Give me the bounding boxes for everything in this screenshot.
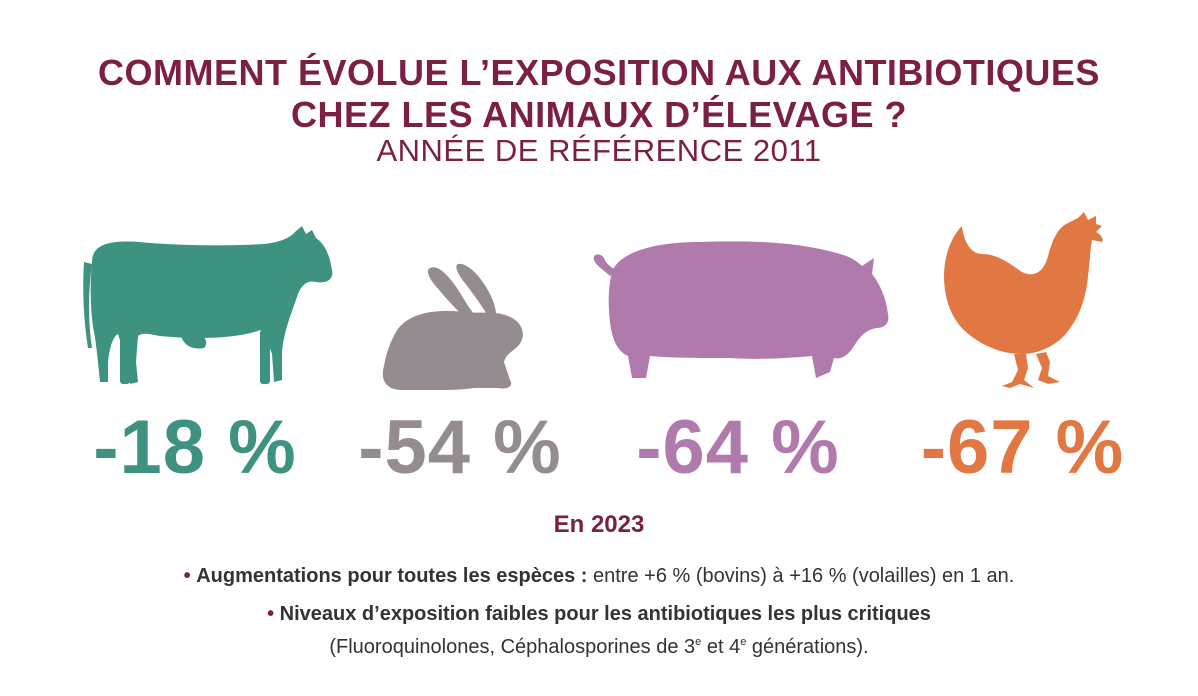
bullet-2-sup-1: e <box>695 636 702 648</box>
bullet-1-text: entre +6 % (bovins) à +16 % (volailles) … <box>587 565 1015 587</box>
bullet-item-2-detail: (Fluoroquinolones, Céphalosporines de 3e… <box>0 629 1198 660</box>
chicken-icon <box>944 212 1103 388</box>
section-title: En 2023 <box>553 511 645 538</box>
bullet-item-1: • Augmentations pour toutes les espèces … <box>0 563 1198 589</box>
bullet-dot: • <box>267 603 275 625</box>
bullet-2-bold: Niveaux d’exposition faibles pour les an… <box>279 603 931 625</box>
rabbit-percentage: -54 % <box>358 405 562 490</box>
bullet-2-text-c: générations). <box>746 636 869 658</box>
rabbit-icon <box>382 263 523 390</box>
bullet-2-text-a: (Fluoroquinolones, Céphalosporines de 3 <box>329 636 696 658</box>
bullet-2-sup-2: e <box>740 636 747 648</box>
title-line-1: COMMENT ÉVOLUE L’EXPOSITION AUX ANTIBIOT… <box>98 52 1100 93</box>
bullet-1-bold: Augmentations pour toutes les espèces : <box>196 565 588 587</box>
title-line-2: CHEZ LES ANIMAUX D’ÉLEVAGE ? <box>290 94 908 135</box>
bullet-2-text-b: et 4 <box>701 636 741 658</box>
pig-percentage: -64 % <box>636 405 840 490</box>
subtitle: ANNÉE DE RÉFÉRENCE 2011 <box>376 133 822 168</box>
pig-icon <box>593 241 889 378</box>
cow-icon <box>83 226 333 384</box>
cow-percentage: -18 % <box>93 405 297 490</box>
chicken-percentage: -67 % <box>920 405 1125 490</box>
bullet-dot: • <box>183 565 191 587</box>
bullet-item-2: • Niveaux d’exposition faibles pour les … <box>0 601 1198 627</box>
page-title: COMMENT ÉVOLUE L’EXPOSITION AUX ANTIBIOT… <box>0 52 1198 136</box>
